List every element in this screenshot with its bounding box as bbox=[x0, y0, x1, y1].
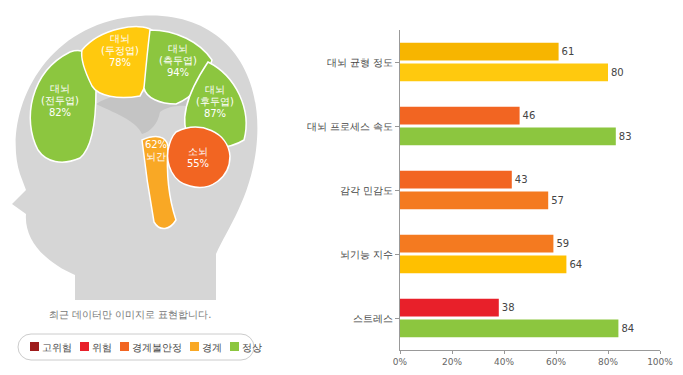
svg-text:80: 80 bbox=[611, 67, 624, 78]
svg-text:84: 84 bbox=[621, 323, 634, 334]
svg-text:위험: 위험 bbox=[92, 342, 112, 353]
svg-text:대뇌 프로세스 속도: 대뇌 프로세스 속도 bbox=[307, 121, 393, 132]
svg-text:59: 59 bbox=[556, 238, 569, 249]
svg-text:61: 61 bbox=[562, 46, 575, 57]
svg-text:정상: 정상 bbox=[242, 342, 262, 353]
svg-text:64: 64 bbox=[569, 259, 582, 270]
svg-text:57: 57 bbox=[551, 195, 564, 206]
svg-text:경계: 경계 bbox=[202, 342, 222, 353]
svg-text:46: 46 bbox=[523, 110, 536, 121]
svg-text:대뇌 균형 정도: 대뇌 균형 정도 bbox=[327, 57, 393, 68]
svg-text:스트레스: 스트레스 bbox=[353, 313, 393, 324]
svg-text:83: 83 bbox=[619, 131, 632, 142]
svg-text:뇌기능 지수: 뇌기능 지수 bbox=[340, 249, 393, 260]
svg-text:40%: 40% bbox=[494, 357, 514, 367]
svg-text:43: 43 bbox=[515, 174, 528, 185]
svg-text:38: 38 bbox=[502, 302, 515, 313]
svg-text:100%: 100% bbox=[647, 357, 673, 367]
svg-text:경계불안정: 경계불안정 bbox=[132, 342, 182, 353]
svg-text:0%: 0% bbox=[393, 357, 408, 367]
svg-text:대뇌(측두엽)94%: 대뇌(측두엽)94% bbox=[159, 43, 197, 78]
svg-text:소뇌55%: 소뇌55% bbox=[187, 146, 209, 169]
svg-text:고위험: 고위험 bbox=[42, 342, 72, 353]
svg-text:대뇌(두정엽)78%: 대뇌(두정엽)78% bbox=[101, 33, 139, 68]
svg-text:최근 데이터만 이미지로 표현합니다.: 최근 데이터만 이미지로 표현합니다. bbox=[49, 309, 212, 320]
svg-text:80%: 80% bbox=[598, 357, 618, 367]
svg-text:대뇌(후두엽)87%: 대뇌(후두엽)87% bbox=[196, 84, 234, 119]
svg-text:감각 민감도: 감각 민감도 bbox=[340, 185, 393, 196]
svg-text:62%뇌간: 62%뇌간 bbox=[145, 139, 167, 162]
svg-text:20%: 20% bbox=[442, 357, 462, 367]
svg-text:60%: 60% bbox=[546, 357, 566, 367]
svg-text:대뇌(전두엽)82%: 대뇌(전두엽)82% bbox=[41, 83, 79, 118]
